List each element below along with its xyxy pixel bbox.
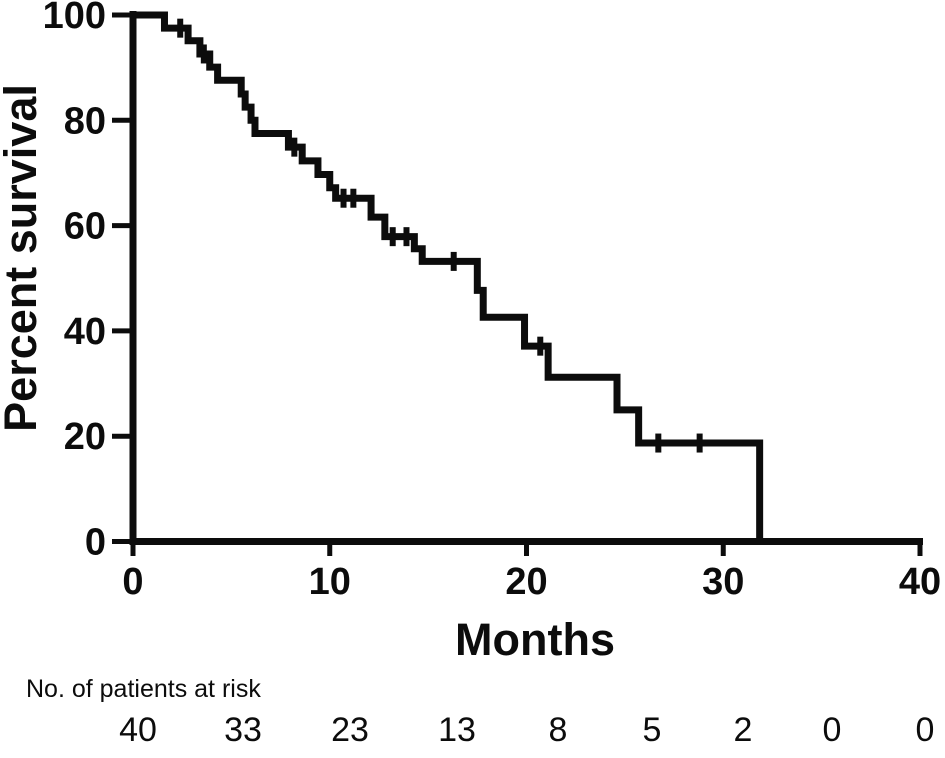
risk-count-label: 8	[549, 711, 568, 749]
risk-count-label: 0	[916, 711, 935, 749]
x-tick-label: 0	[122, 561, 143, 603]
risk-table-title: No. of patients at risk	[26, 675, 261, 703]
y-tick-label: 80	[64, 100, 106, 142]
risk-count-label: 40	[119, 711, 157, 749]
risk-count-label: 23	[331, 711, 369, 749]
x-tick-label: 10	[309, 561, 351, 603]
survival-curve-line	[133, 11, 764, 542]
x-tick-label: 40	[899, 561, 941, 603]
y-axis-title: Percent survival	[0, 84, 46, 432]
risk-count-label: 5	[643, 711, 662, 749]
risk-count-label: 33	[224, 711, 262, 749]
x-axis-title: Months	[455, 614, 615, 665]
x-tick-label: 20	[505, 561, 547, 603]
risk-count-label: 13	[438, 711, 476, 749]
risk-count-label: 2	[734, 711, 753, 749]
y-tick-label: 0	[85, 522, 106, 564]
axes-layer	[112, 11, 923, 556]
y-tick-label: 60	[64, 206, 106, 248]
risk-count-label: 0	[823, 711, 842, 749]
y-tick-label: 100	[43, 0, 106, 37]
y-tick-label: 40	[64, 311, 106, 353]
x-tick-label: 30	[702, 561, 744, 603]
curve-layer	[133, 11, 764, 542]
y-tick-label: 20	[64, 416, 106, 458]
